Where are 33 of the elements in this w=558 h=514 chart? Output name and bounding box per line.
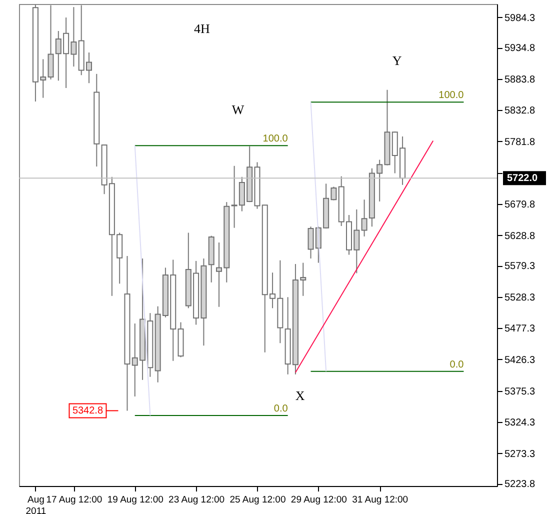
y-tick-label: 5628.8 (504, 230, 536, 242)
y-tick-label: 5883.8 (504, 74, 536, 86)
x-tick-label: 17 Aug 12:00 (46, 494, 102, 506)
x-tick-label: 23 Aug 12:00 (168, 494, 225, 506)
y-tick-label: 5984.3 (504, 12, 536, 24)
x-tick-label: 25 Aug 12:00 (230, 494, 286, 506)
annotation: 0.0 (450, 359, 464, 370)
x-tick-label: 29 Aug 12:00 (290, 494, 347, 506)
y-tick-label: 5426.3 (504, 354, 536, 366)
text: 4H (194, 21, 210, 36)
annotation: X (295, 388, 306, 403)
candlestick (48, 4, 54, 80)
y-tick-label: 5375.3 (504, 386, 536, 398)
y-tick-label: 5934.8 (504, 43, 536, 54)
y-tick-label: 5273.3 (504, 448, 536, 460)
annotation: W (232, 102, 245, 117)
y-tick-label: 5528.3 (504, 292, 536, 304)
ref-line-label: 5722.0 (507, 173, 538, 184)
x-tick-label: 31 Aug 12:00 (352, 494, 408, 506)
annotation: Y (392, 53, 402, 68)
x-tick-label: Aug 2011 (26, 494, 46, 514)
y-tick-label: 5324.3 (504, 418, 536, 429)
y-tick-label: 5477.3 (504, 324, 536, 335)
y-tick-label: 5832.8 (504, 106, 536, 117)
annotation: 0.0 (274, 403, 288, 414)
y-tick-label: 5223.8 (504, 479, 536, 490)
y-tick-label: 5579.3 (504, 261, 536, 272)
annotation: 5342.8 (72, 406, 104, 417)
annotation: 100.0 (262, 134, 288, 145)
y-tick-label: 5781.8 (504, 136, 536, 148)
y-tick-label: 5679.8 (504, 200, 536, 211)
x-tick-label: 19 Aug 12:00 (107, 494, 164, 506)
annotation: 100.0 (438, 90, 464, 102)
